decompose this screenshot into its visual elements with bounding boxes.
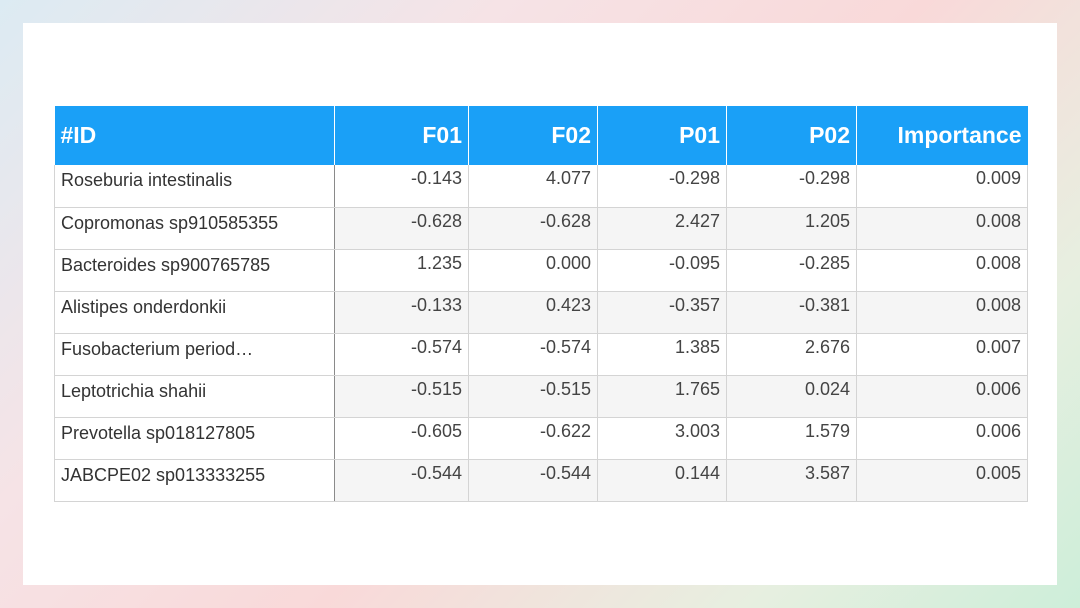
p01-cell: 0.144 — [597, 459, 727, 502]
f01-cell: -0.574 — [334, 333, 469, 376]
id-cell: Copromonas sp910585355 — [54, 207, 335, 250]
id-cell: JABCPE02 sp013333255 — [54, 459, 335, 502]
p02-cell: 1.205 — [726, 207, 857, 250]
p02-cell: 0.024 — [726, 375, 857, 418]
f01-cell: -0.143 — [334, 165, 469, 208]
f01-cell: -0.133 — [334, 291, 469, 334]
f02-cell: -0.628 — [468, 207, 598, 250]
column-header-id: #ID — [54, 106, 335, 165]
p01-cell: 1.765 — [597, 375, 727, 418]
table-row: Bacteroides sp900765785 1.235 0.000 -0.095-… — [54, 249, 1028, 292]
table-row: Alistipes onderdonkii -0.133 0.423 -0.357 -0… — [54, 291, 1028, 334]
p01-cell: -0.357 — [597, 291, 727, 334]
table-row: Fusobacterium period… -0.574 -0.574 1.385 2.… — [54, 333, 1028, 376]
table-header-row: #ID F01 F02 P01 P02 Importance — [54, 106, 1028, 165]
f02-cell: -0.544 — [468, 459, 598, 502]
column-header-p01: P01 — [597, 106, 727, 165]
p01-cell: 3.003 — [597, 417, 727, 460]
f02-cell: 4.077 — [468, 165, 598, 208]
table-row: Prevotella sp018127805 -0.605 -0.622 3.003 1… — [54, 417, 1028, 460]
importance-cell: 0.006 — [856, 417, 1028, 460]
f02-cell: 0.000 — [468, 249, 598, 292]
f01-cell: -0.605 — [334, 417, 469, 460]
importance-cell: 0.008 — [856, 291, 1028, 334]
p02-cell: -0.285 — [726, 249, 857, 292]
table-row: Copromonas sp910585355 -0.628 -0.628 2.427 1… — [54, 207, 1028, 250]
column-header-p02: P02 — [726, 106, 857, 165]
id-cell: Leptotrichia shahii — [54, 375, 335, 418]
p02-cell: 2.676 — [726, 333, 857, 376]
importance-cell: 0.005 — [856, 459, 1028, 502]
column-header-f01: F01 — [334, 106, 469, 165]
importance-cell: 0.009 — [856, 165, 1028, 208]
id-cell: Fusobacterium period… — [54, 333, 335, 376]
p02-cell: -0.381 — [726, 291, 857, 334]
f01-cell: -0.544 — [334, 459, 469, 502]
slide: #ID F01 F02 P01 P02 Importance Roseburia… — [23, 23, 1057, 585]
p01-cell: -0.298 — [597, 165, 727, 208]
importance-cell: 0.008 — [856, 249, 1028, 292]
f02-cell: -0.622 — [468, 417, 598, 460]
column-header-f02: F02 — [468, 106, 598, 165]
p01-cell: -0.095 — [597, 249, 727, 292]
importance-cell: 0.007 — [856, 333, 1028, 376]
id-cell: Roseburia intestinalis — [54, 165, 335, 208]
f02-cell: 0.423 — [468, 291, 598, 334]
table-row: Leptotrichia shahii -0.515 -0.515 1.765 0.02… — [54, 375, 1028, 418]
f02-cell: -0.515 — [468, 375, 598, 418]
f02-cell: -0.574 — [468, 333, 598, 376]
p01-cell: 2.427 — [597, 207, 727, 250]
table-row: Roseburia intestinalis -0.143 4.077 -0.298-… — [54, 165, 1028, 208]
f01-cell: -0.628 — [334, 207, 469, 250]
p02-cell: -0.298 — [726, 165, 857, 208]
id-cell: Alistipes onderdonkii — [54, 291, 335, 334]
id-cell: Bacteroides sp900765785 — [54, 249, 335, 292]
table-body: Roseburia intestinalis -0.143 4.077 -0.298-… — [54, 165, 1028, 502]
id-cell: Prevotella sp018127805 — [54, 417, 335, 460]
importance-cell: 0.008 — [856, 207, 1028, 250]
p02-cell: 3.587 — [726, 459, 857, 502]
column-header-importance: Importance — [856, 106, 1028, 165]
f01-cell: 1.235 — [334, 249, 469, 292]
table-row: JABCPE02 sp013333255 -0.544 -0.544 0.144 3.5… — [54, 459, 1028, 502]
p01-cell: 1.385 — [597, 333, 727, 376]
data-table: #ID F01 F02 P01 P02 Importance Roseburia… — [54, 106, 1028, 502]
p02-cell: 1.579 — [726, 417, 857, 460]
importance-cell: 0.006 — [856, 375, 1028, 418]
f01-cell: -0.515 — [334, 375, 469, 418]
